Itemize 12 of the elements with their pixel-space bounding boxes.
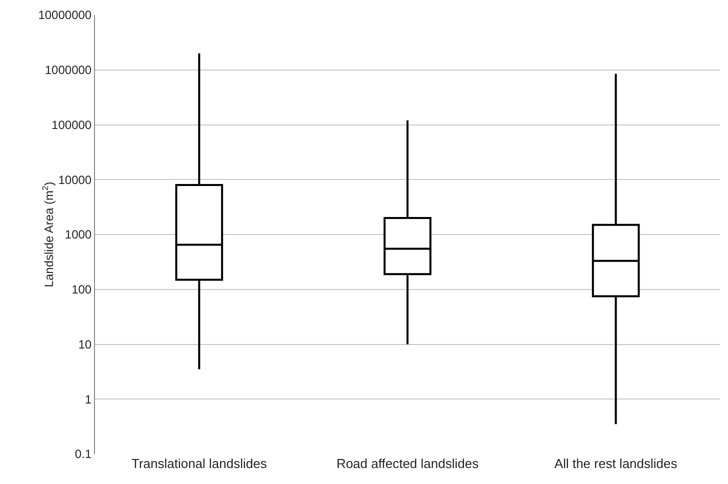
y-tick-label: 1000000 [44,63,92,78]
y-tick-label: 100 [72,282,92,297]
y-tick-label: 100000 [52,118,92,132]
y-tick-label: 10000 [58,172,92,187]
y-tick-label: 1000 [64,228,92,242]
y-tick-label: 1 [84,392,92,406]
y-tick-label: 10 [78,337,92,352]
y-tick-label: 10000000 [38,8,92,22]
x-tick-label: Translational landslides [131,456,268,471]
y-tick-label: 0.1 [74,447,92,462]
x-tick-label: All the rest landslides [554,456,678,471]
x-tick-label: Road affected landslides [336,456,480,471]
